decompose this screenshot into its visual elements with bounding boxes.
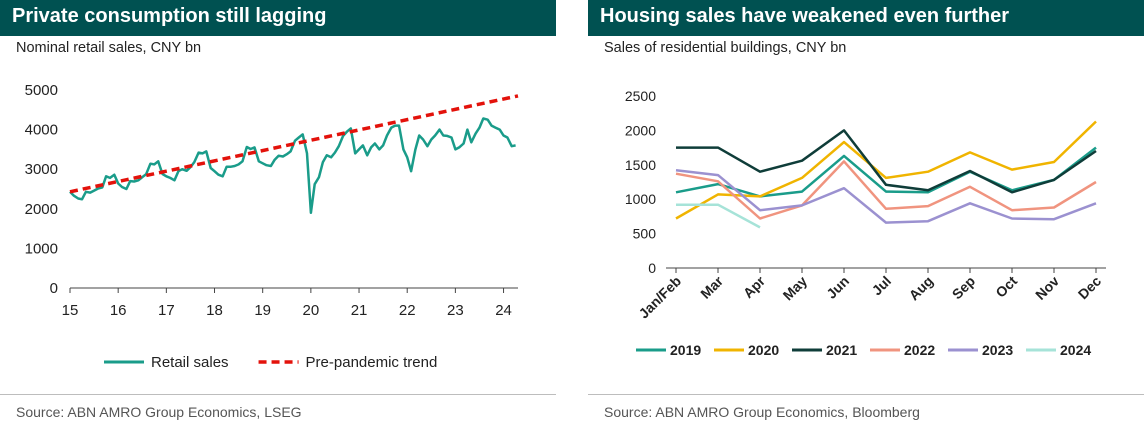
legend-item-2024: 2024 — [1026, 342, 1091, 358]
x-tick-label: 22 — [399, 302, 416, 319]
series-2021-line — [676, 129, 1097, 194]
x-tick-label: 21 — [351, 302, 368, 319]
y-tick-label: 2500 — [625, 88, 656, 104]
x-tick-label: 18 — [206, 302, 223, 319]
x-tick-label: May — [780, 273, 811, 304]
retail-sales-line — [69, 117, 516, 215]
housing-sales-chart: 0 500 1000 1500 2000 2500 Jan/Feb Mar Apr May Jun J… — [625, 88, 1106, 358]
y-tick-label: 500 — [633, 226, 657, 242]
series-2019-line — [675, 146, 1097, 198]
legend-label: 2020 — [748, 342, 779, 358]
x-tick-label: Aug — [906, 273, 937, 304]
legend-label: 2021 — [826, 342, 857, 358]
retail-sales-panel: Private consumption still lagging Nomina… — [0, 0, 556, 425]
y-tick-label: 1000 — [625, 191, 656, 207]
x-tick-label: Jul — [868, 273, 894, 299]
x-tick-label: Jan/Feb — [635, 273, 684, 322]
x-tick-label: 19 — [254, 302, 271, 319]
x-tick-label: Mar — [697, 272, 726, 301]
chart-subtitle: Sales of residential buildings, CNY bn — [604, 40, 847, 56]
legend-label: 2022 — [904, 342, 935, 358]
x-tick-label: 17 — [158, 302, 175, 319]
x-tick-label: 20 — [303, 302, 320, 319]
series-2024-line — [676, 203, 761, 229]
y-tick-label: 1000 — [25, 240, 58, 257]
legend-label: Retail sales — [151, 354, 229, 371]
x-tick-label: Dec — [1075, 273, 1105, 303]
x-tick-label: 15 — [62, 302, 79, 319]
y-tick-label: 5000 — [25, 82, 58, 99]
legend-item-pre-pandemic-trend: Pre-pandemic trend — [258, 354, 438, 371]
legend-item-2023: 2023 — [948, 342, 1013, 358]
pre-pandemic-trend-line — [69, 94, 519, 194]
chart-title: Housing sales have weakened even further — [600, 5, 1010, 27]
x-tick-label: 16 — [110, 302, 127, 319]
source-note: Source: ABN AMRO Group Economics, LSEG — [16, 404, 302, 420]
x-tick-label: 24 — [495, 302, 512, 319]
legend-label: 2019 — [670, 342, 701, 358]
legend-item-2019: 2019 — [636, 342, 701, 358]
legend-item-2021: 2021 — [792, 342, 857, 358]
chart-title: Private consumption still lagging — [12, 5, 327, 27]
legend-label: 2024 — [1060, 342, 1091, 358]
retail-sales-chart: 0 1000 2000 3000 4000 5000 15 16 17 18 19 20 21 22 23 2… — [25, 82, 519, 371]
x-tick-label: Sep — [949, 273, 978, 302]
x-tick-label: 23 — [447, 302, 464, 319]
x-tick-label: Apr — [740, 272, 769, 301]
y-tick-label: 1500 — [625, 157, 656, 173]
legend-item-2022: 2022 — [870, 342, 935, 358]
y-tick-label: 2000 — [25, 201, 58, 218]
series-2020-line — [675, 120, 1097, 220]
x-tick-label: Nov — [1032, 273, 1062, 303]
source-divider — [588, 394, 1144, 395]
legend-item-2020: 2020 — [714, 342, 779, 358]
x-tick-label: Jun — [823, 273, 852, 302]
legend-label: 2023 — [982, 342, 1013, 358]
source-divider — [0, 394, 556, 395]
legend-item-retail-sales: Retail sales — [104, 354, 229, 371]
series-2023-line — [675, 169, 1097, 224]
title-bar: Private consumption still lagging — [0, 0, 556, 36]
x-tick-label: Oct — [992, 273, 1020, 301]
housing-sales-panel: Housing sales have weakened even further… — [588, 0, 1144, 425]
y-tick-label: 4000 — [25, 122, 58, 139]
chart-subtitle: Nominal retail sales, CNY bn — [16, 40, 202, 56]
title-bar: Housing sales have weakened even further — [588, 0, 1144, 36]
legend-label: Pre-pandemic trend — [306, 354, 438, 371]
y-tick-label: 3000 — [25, 161, 58, 178]
y-tick-label: 2000 — [625, 122, 656, 138]
y-tick-label: 0 — [50, 280, 58, 297]
y-tick-label: 0 — [648, 260, 656, 276]
series-2022-line — [675, 160, 1097, 220]
source-note: Source: ABN AMRO Group Economics, Bloomb… — [604, 404, 920, 420]
